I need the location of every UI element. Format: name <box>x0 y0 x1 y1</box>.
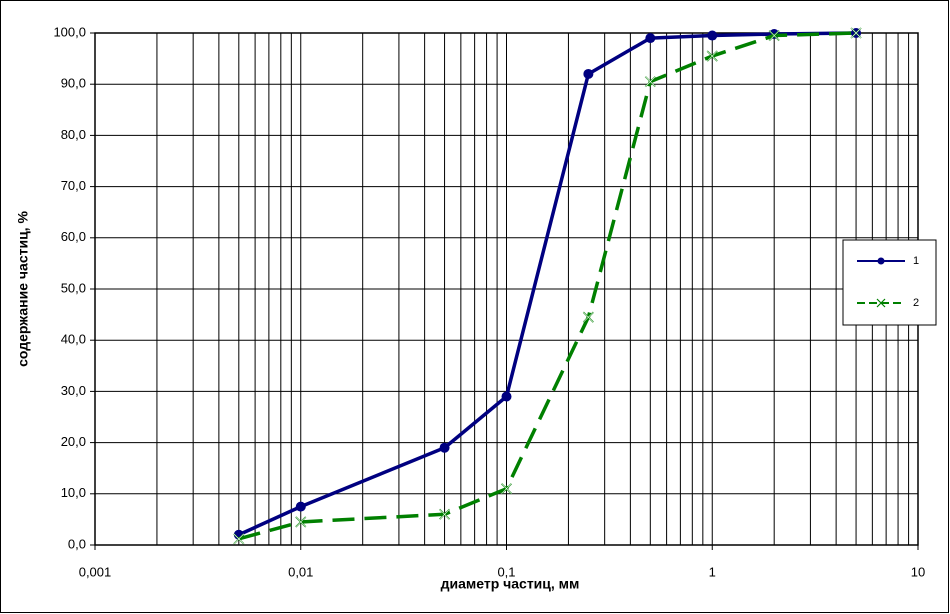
x-tick-label: 10 <box>911 564 925 579</box>
legend-marker <box>876 298 886 308</box>
y-tick-label: 60,0 <box>61 229 86 244</box>
y-tick-label: 10,0 <box>61 485 86 500</box>
legend-marker <box>877 257 885 265</box>
data-point <box>295 501 306 512</box>
x-tick-label: 0,01 <box>288 564 313 579</box>
y-axis-title: содержание частиц, % <box>15 211 31 367</box>
x-tick-label: 0,1 <box>497 564 515 579</box>
y-tick-label: 30,0 <box>61 383 86 398</box>
y-tick-label: 20,0 <box>61 434 86 449</box>
legend-label: 2 <box>913 297 919 309</box>
y-tick-label: 90,0 <box>61 76 86 91</box>
data-point-outline <box>295 516 306 528</box>
y-tick-label: 100,0 <box>53 24 86 39</box>
y-tick-label: 70,0 <box>61 178 86 193</box>
x-axis-title: диаметр частиц, мм <box>441 576 580 592</box>
x-tick-label: 0,001 <box>79 564 112 579</box>
legend-box <box>842 239 937 326</box>
y-tick-label: 50,0 <box>61 280 86 295</box>
data-point <box>439 442 450 453</box>
y-tick-label: 80,0 <box>61 127 86 142</box>
data-point <box>501 391 512 402</box>
x-tick-label: 1 <box>709 564 716 579</box>
legend-label: 1 <box>913 255 919 267</box>
data-point-outline <box>645 76 656 87</box>
data-point-outline <box>501 483 512 494</box>
data-point <box>583 68 594 79</box>
data-point-outline <box>768 30 780 41</box>
data-point-outline <box>439 509 450 520</box>
y-tick-label: 0,0 <box>68 536 86 551</box>
data-point-outline <box>850 27 862 39</box>
data-point-outline <box>583 311 594 323</box>
data-point-outline <box>233 533 245 545</box>
data-point <box>707 30 718 41</box>
data-point-outline <box>707 50 718 62</box>
y-tick-label: 40,0 <box>61 332 86 347</box>
data-point <box>645 33 656 44</box>
